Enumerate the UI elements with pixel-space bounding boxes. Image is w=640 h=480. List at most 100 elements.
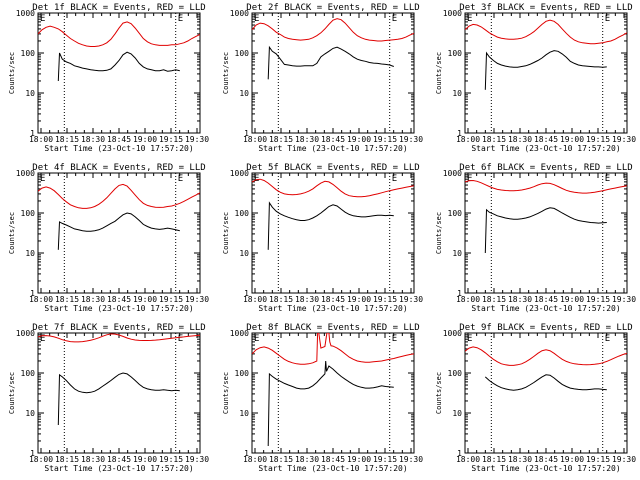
e-marker: E [467,14,472,24]
x-axis-label: Start Time (23-Oct-10 17:57:20) [471,464,620,473]
chart-title: Det 2f BLACK = Events, RED = LLD [246,3,419,13]
x-tick-label: 19:15 [373,135,397,144]
lld-series-line [465,179,627,194]
y-tick-label: 100 [21,49,36,58]
y-tick-label: 10 [239,409,249,418]
e-marker: E [254,14,259,24]
x-tick-label: 19:00 [133,455,157,464]
x-tick-label: 18:45 [534,135,558,144]
x-tick-label: 19:15 [586,455,610,464]
x-tick-label: 19:00 [560,455,584,464]
events-series-line [267,360,394,447]
y-tick-label: 10 [452,249,462,258]
x-tick-label: 18:45 [321,135,345,144]
y-tick-label: 100 [448,49,463,58]
y-tick-label: 100 [448,209,463,218]
e-marker: E [254,174,259,184]
x-tick-label: 19:00 [560,295,584,304]
e-marker: E [605,334,610,344]
x-tick-label: 19:00 [133,135,157,144]
events-series-line [57,372,180,426]
lld-series-line [252,333,414,365]
chart-title: Det 9f BLACK = Events, RED = LLD [459,323,632,333]
x-tick-label: 18:15 [55,455,79,464]
y-tick-label: 1000 [16,169,35,178]
x-tick-label: 18:30 [295,295,319,304]
e-marker: E [392,14,397,24]
x-tick-label: 18:15 [269,455,293,464]
y-axis-label: Counts/sec [435,52,443,94]
y-axis-label: Counts/sec [435,212,443,254]
lld-series-line [252,18,414,42]
x-tick-label: 18:15 [482,295,506,304]
x-tick-label: 18:30 [508,135,532,144]
chart-panel-8: Det 8f BLACK = Events, RED = LLD 1 10 100 10… [222,323,423,473]
y-axis-label: Counts/sec [8,372,16,414]
chart-title: Det 6f BLACK = Events, RED = LLD [459,163,632,173]
e-marker: E [392,174,397,184]
chart-title: Det 7f BLACK = Events, RED = LLD [32,323,205,333]
e-marker: E [254,334,259,344]
e-marker: E [392,334,397,344]
y-tick-label: 1 [30,449,35,458]
x-tick-label: 19:30 [185,455,209,464]
y-tick-label: 10 [25,409,35,418]
x-tick-label: 19:00 [347,455,371,464]
x-tick-label: 18:45 [107,455,131,464]
e-marker: E [178,174,183,184]
chart-title: Det 1f BLACK = Events, RED = LLD [32,3,205,13]
x-tick-label: 18:45 [534,455,558,464]
chart-title: Det 8f BLACK = Events, RED = LLD [246,323,419,333]
x-tick-label: 19:00 [347,295,371,304]
y-tick-label: 1 [244,449,249,458]
x-tick-label: 19:30 [185,295,209,304]
y-tick-label: 1 [244,129,249,138]
chart-panel-4: Det 4f BLACK = Events, RED = LLD 1 10 100 10… [8,163,209,313]
x-tick-label: 19:15 [159,295,183,304]
x-tick-label: 18:45 [321,455,345,464]
x-tick-label: 19:30 [399,455,423,464]
x-axis-label: Start Time (23-Oct-10 17:57:20) [471,144,620,153]
lld-series-line [252,178,414,198]
y-tick-label: 100 [235,49,250,58]
y-axis-label: Counts/sec [8,52,16,94]
e-marker: E [40,174,45,184]
chart-panel-1: Det 1f BLACK = Events, RED = LLD 1 10 100 10… [8,3,209,153]
y-tick-label: 1 [30,129,35,138]
y-tick-label: 10 [452,89,462,98]
x-tick-label: 19:30 [399,135,423,144]
events-series-line [57,51,180,82]
x-axis-label: Start Time (23-Oct-10 17:57:20) [44,464,193,473]
x-tick-label: 19:30 [612,295,636,304]
lld-series-line [38,183,200,209]
y-tick-label: 1000 [443,9,462,18]
x-axis-label: Start Time (23-Oct-10 17:57:20) [258,304,407,313]
lld-series-line [38,21,200,47]
x-tick-label: 19:00 [133,295,157,304]
y-tick-label: 10 [25,249,35,258]
x-tick-label: 18:30 [81,135,105,144]
x-tick-label: 19:00 [560,135,584,144]
e-marker: E [40,334,45,344]
chart-panel-2: Det 2f BLACK = Events, RED = LLD 1 10 100 10… [222,3,423,153]
x-tick-label: 18:45 [534,295,558,304]
x-tick-label: 18:45 [321,295,345,304]
x-tick-label: 18:15 [269,135,293,144]
y-tick-label: 1000 [443,169,462,178]
chart-panel-5: Det 5f BLACK = Events, RED = LLD 1 10 100 10… [222,163,423,313]
y-tick-label: 1 [457,129,462,138]
y-axis-label: Counts/sec [8,212,16,254]
x-tick-label: 19:30 [399,295,423,304]
chart-panel-7: Det 7f BLACK = Events, RED = LLD 1 10 100 10… [8,323,209,473]
x-tick-label: 18:00 [29,295,53,304]
events-series-line [267,201,394,250]
events-series-line [484,374,607,391]
lld-series-line [465,19,627,45]
chart-panel-9: Det 9f BLACK = Events, RED = LLD 1 10 100 10… [435,323,636,473]
y-tick-label: 1000 [230,9,249,18]
y-tick-label: 100 [21,369,36,378]
x-tick-label: 18:00 [243,455,267,464]
y-tick-label: 1 [30,289,35,298]
x-tick-label: 18:00 [29,135,53,144]
